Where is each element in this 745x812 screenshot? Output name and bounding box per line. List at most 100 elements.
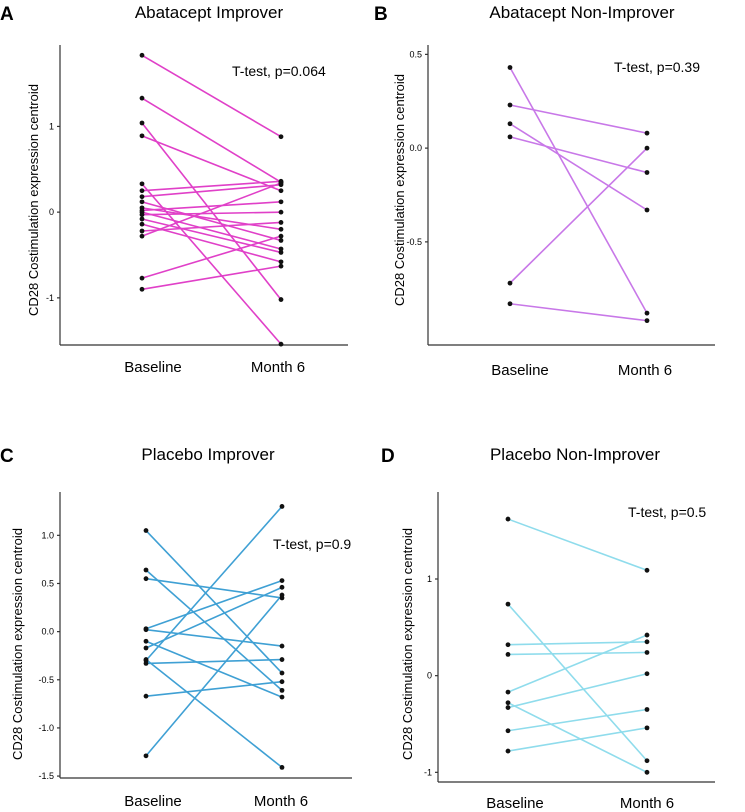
panel-c-month6-point bbox=[279, 578, 285, 583]
panel-b-axes: -0.5 0.0 0.5 bbox=[406, 45, 715, 346]
panel-d-pair-line bbox=[507, 727, 648, 752]
panel-d-month6-point bbox=[644, 632, 650, 638]
panel-b-baseline-point bbox=[507, 65, 513, 70]
panel-a-pair-line bbox=[141, 221, 282, 232]
panel-b-pair-line bbox=[509, 67, 648, 314]
panel-a-pair-line bbox=[141, 201, 282, 242]
panel-b-month6-point bbox=[644, 170, 650, 175]
panel-a-baseline-point bbox=[139, 199, 145, 205]
panel-d-baseline-point bbox=[505, 689, 511, 695]
panel-a-baseline-point bbox=[139, 212, 145, 218]
panel-d-baseline-point bbox=[505, 700, 511, 706]
panel-d-axes: -1 0 1 bbox=[424, 492, 715, 783]
panel-a-month6-point bbox=[278, 341, 284, 347]
panel-b-baseline-point bbox=[507, 102, 513, 108]
panel-a-xtick-month6: Month 6 bbox=[251, 359, 305, 376]
panel-c: C Placebo Improver CD28 Costimulation ex… bbox=[0, 445, 352, 810]
panel-a-pair-line bbox=[141, 183, 282, 198]
panel-a-month6-point bbox=[278, 250, 284, 255]
panel-a-baseline-point bbox=[139, 221, 145, 227]
panel-d-pair-line bbox=[507, 651, 648, 656]
panel-c-month6-point bbox=[279, 504, 285, 509]
panel-c-baseline-point bbox=[143, 645, 149, 651]
panel-c-month6-point bbox=[279, 592, 285, 598]
panel-c-baseline-point bbox=[143, 753, 149, 759]
panel-a-month6-point bbox=[278, 297, 284, 302]
panel-c-lines bbox=[143, 504, 285, 770]
panel-b-ytick-label: 0.0 bbox=[409, 143, 422, 153]
panel-a-baseline-point bbox=[139, 216, 145, 222]
panel-c-title: Placebo Improver bbox=[141, 445, 275, 464]
panel-a-month6-point bbox=[278, 209, 284, 215]
panel-a-month6-point bbox=[278, 220, 284, 225]
panel-d-pair-line bbox=[507, 702, 648, 774]
panel-a-lines bbox=[139, 52, 284, 347]
panel-a-month6-point bbox=[278, 180, 284, 186]
panel-d-month6-point bbox=[644, 707, 650, 712]
panel-d: D Placebo Non-Improver CD28 Costimulatio… bbox=[381, 445, 715, 812]
panel-b-xtick-month6: Month 6 bbox=[618, 362, 672, 379]
panel-b-pair-line bbox=[509, 302, 648, 322]
panel-b-pair-line bbox=[509, 123, 648, 211]
panel-a-baseline-point bbox=[139, 233, 145, 239]
panel-d-ytick-label: 0 bbox=[427, 671, 432, 681]
panel-b-baseline-point bbox=[507, 134, 513, 140]
panel-a-baseline-point bbox=[139, 194, 145, 200]
panel-d-pair-line bbox=[507, 518, 648, 572]
panel-c-ylabel: CD28 Costimulation expression centroid bbox=[10, 528, 25, 760]
panel-a-pair-line bbox=[141, 180, 282, 192]
panel-c-baseline-point bbox=[143, 638, 149, 644]
panel-c-baseline-point bbox=[143, 528, 149, 533]
panel-a-pair-line bbox=[141, 182, 282, 237]
panel-c-month6-point bbox=[279, 670, 285, 676]
panel-c-baseline-point bbox=[143, 576, 149, 582]
panel-b-letter: B bbox=[374, 4, 388, 25]
panel-a-pair-line bbox=[141, 135, 282, 192]
panel-b-pair-line bbox=[509, 136, 648, 174]
panel-a-ytick-label: 1 bbox=[49, 121, 54, 131]
panel-c-pair-line bbox=[145, 658, 283, 769]
panel-c-month6-point bbox=[279, 765, 285, 770]
panel-c-month6-point bbox=[279, 679, 285, 685]
panel-b: B Abatacept Non-Improver CD28 Costimulat… bbox=[374, 3, 715, 379]
panel-a-pair-line bbox=[141, 218, 282, 254]
panel-a-month6-point bbox=[278, 188, 284, 194]
panel-c-month6-point bbox=[279, 657, 285, 662]
panel-d-pair-line bbox=[507, 641, 648, 646]
panel-d-month6-point bbox=[644, 725, 650, 731]
panel-a-baseline-point bbox=[139, 286, 145, 292]
panel-c-pair-line bbox=[145, 577, 283, 599]
panel-c-pair-line bbox=[145, 579, 283, 630]
panel-b-baseline-point bbox=[507, 301, 513, 307]
panel-d-baseline-point bbox=[505, 652, 511, 657]
panel-c-month6-point bbox=[279, 643, 285, 649]
panel-a-pair-line bbox=[141, 235, 282, 279]
panel-c-pair-line bbox=[145, 680, 283, 697]
panel-c-ytick-label: 1.0 bbox=[41, 530, 54, 540]
panel-c-pair-line bbox=[145, 529, 283, 674]
panel-d-xtick-month6: Month 6 bbox=[620, 795, 674, 812]
panel-d-baseline-point bbox=[505, 642, 511, 648]
panel-d-month6-point bbox=[644, 769, 650, 775]
panel-a-axes: -1 0 1 bbox=[46, 45, 348, 346]
panel-d-month6-point bbox=[644, 758, 650, 764]
panel-d-ytick-label: -1 bbox=[424, 767, 432, 777]
panel-a-month6-point bbox=[278, 134, 284, 140]
panel-a-baseline-point bbox=[139, 95, 145, 101]
panel-c-xtick-month6: Month 6 bbox=[254, 793, 308, 810]
panel-a-ytick-label: -1 bbox=[46, 293, 54, 303]
panel-a-pair-line bbox=[141, 223, 282, 263]
panel-b-month6-point bbox=[644, 207, 650, 213]
panel-d-baseline-point bbox=[505, 705, 511, 710]
panel-c-baseline-point bbox=[143, 693, 149, 699]
panel-c-pair-line bbox=[145, 569, 283, 691]
panel-a-month6-point bbox=[278, 259, 284, 265]
panel-c-month6-point bbox=[279, 694, 285, 700]
panel-d-ttest: T-test, p=0.5 bbox=[628, 504, 706, 520]
panel-b-lines bbox=[507, 65, 650, 324]
panel-b-ytick-label: 0.5 bbox=[409, 49, 422, 59]
panel-a-baseline-point bbox=[139, 181, 145, 187]
panel-b-pair-line bbox=[509, 147, 648, 284]
panel-a-month6-point bbox=[278, 199, 284, 205]
